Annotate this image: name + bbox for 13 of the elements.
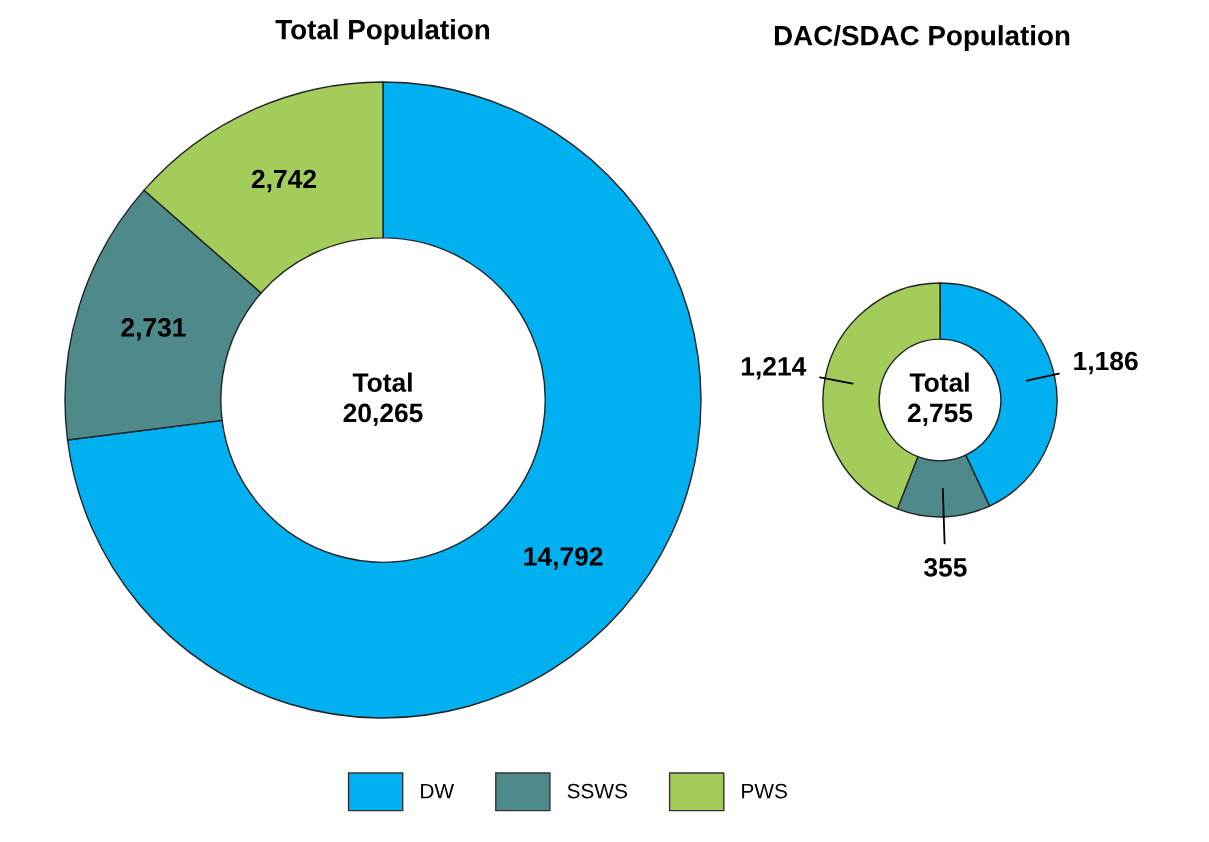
- legend-label: DW: [421, 783, 455, 799]
- chart-title: DAC/SDAC Population: [774, 25, 1070, 51]
- data-label: 14,792: [524, 547, 603, 570]
- data-label: 1,186: [1074, 351, 1138, 375]
- chart-title: Total Population: [275, 19, 490, 45]
- legend-label: PWS: [742, 783, 787, 799]
- text: Total 2,755: [907, 372, 973, 427]
- data-label: 355: [924, 557, 967, 577]
- data-label: 2,731: [121, 318, 186, 341]
- data-label: 2,742: [251, 169, 316, 193]
- data-label: 1,214: [741, 356, 807, 380]
- text: Total 20,265: [343, 372, 423, 427]
- legend-label: SSWS: [567, 783, 627, 799]
